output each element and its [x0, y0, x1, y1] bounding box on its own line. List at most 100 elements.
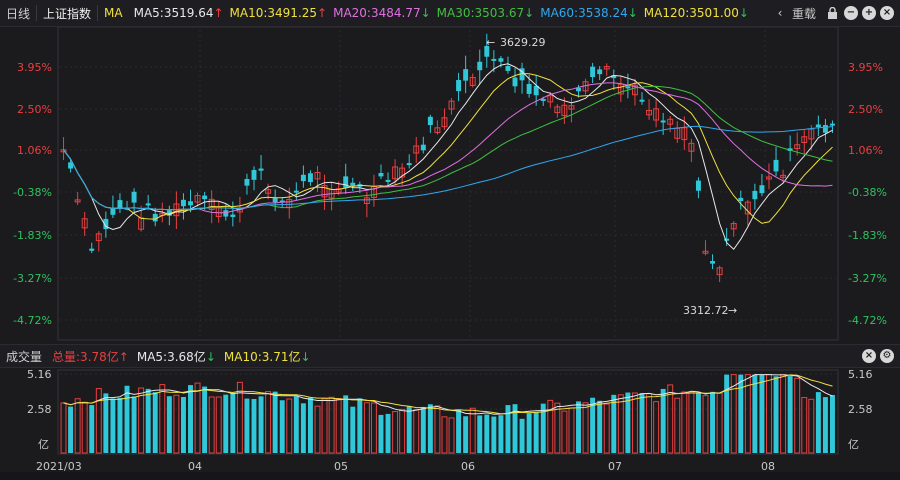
volume-bar	[830, 395, 835, 453]
candle-body	[180, 199, 186, 207]
period-tab[interactable]: 日线	[6, 6, 31, 21]
volume-axis-mid-left: 2.58	[27, 403, 52, 416]
ma5-readout: MA5:3519.64↑	[131, 6, 227, 20]
volume-bar	[561, 410, 568, 454]
ma20-readout: MA20:3484.77↓	[330, 6, 434, 20]
candle-body	[730, 223, 737, 230]
volume-chart[interactable]: 5.16 2.58 亿 5.16 2.58 亿 2021/03 04 05 06…	[0, 367, 900, 472]
ma5-value: MA5:3519.64	[133, 6, 214, 20]
ma60-value: MA60:3538.24	[540, 6, 628, 20]
volume-axis-unit-left: 亿	[38, 438, 49, 451]
divider	[36, 5, 38, 21]
volume-bar	[68, 406, 74, 453]
plus-icon[interactable]: +	[862, 6, 876, 20]
volume-bar	[251, 398, 257, 453]
minus-icon[interactable]: −	[844, 6, 858, 20]
volume-bar	[314, 405, 321, 454]
ma10-trend-icon: ↑	[317, 6, 328, 20]
candle-body	[145, 203, 151, 206]
volume-bar	[286, 398, 293, 454]
volume-title[interactable]: 成交量	[6, 349, 43, 364]
volume-axis-max-left: 5.16	[27, 368, 52, 381]
candle-body	[625, 86, 631, 89]
price-axis-label-right: 1.06%	[848, 144, 883, 157]
price-axis-label-left: -1.83%	[13, 229, 52, 242]
volume-bar	[152, 392, 158, 453]
ma-line	[63, 72, 833, 224]
volume-bar	[646, 393, 653, 454]
candle-body	[830, 123, 835, 126]
candle-body	[202, 195, 208, 200]
volume-bar	[124, 385, 130, 453]
divider	[97, 5, 99, 21]
volume-bar	[89, 405, 95, 453]
volume-bar	[484, 414, 490, 453]
candle-body	[766, 176, 772, 180]
date-label-aug: 08	[761, 460, 775, 472]
volume-bar	[519, 418, 525, 453]
volume-bar	[385, 413, 391, 453]
candle-body	[230, 214, 236, 217]
reload-button[interactable]: 重载	[791, 6, 816, 21]
candle-body	[590, 66, 596, 78]
volume-bar	[463, 416, 469, 453]
price-axis-label-left: 2.50%	[17, 103, 52, 116]
candle-body	[314, 172, 321, 180]
volume-bar	[363, 402, 370, 454]
lock-icon[interactable]	[824, 5, 840, 21]
candle-body	[759, 185, 765, 194]
settings-icon[interactable]: ⚙	[880, 349, 894, 363]
candle-body	[611, 75, 617, 79]
volume-bar	[81, 401, 88, 454]
volume-bar	[759, 374, 765, 453]
candles	[60, 33, 835, 283]
ma30-value: MA30:3503.67	[436, 6, 525, 20]
volume-bar	[625, 392, 631, 453]
candle-body	[272, 198, 278, 203]
volume-bar	[582, 402, 589, 454]
candle-body	[491, 58, 497, 61]
chart-grid	[57, 27, 839, 341]
volume-bar	[695, 392, 701, 453]
candle-body	[808, 128, 815, 140]
volume-bar	[639, 393, 645, 453]
volume-bar	[724, 374, 730, 453]
volume-bar	[787, 376, 793, 453]
volume-bar	[434, 405, 441, 454]
volume-bars	[60, 374, 835, 454]
candle-body	[724, 238, 730, 241]
close-icon[interactable]: ×	[880, 6, 894, 20]
volume-bar	[60, 402, 67, 454]
candle-body	[420, 144, 426, 151]
volume-bar	[215, 396, 222, 454]
volume-bar	[413, 408, 420, 454]
candlestick-chart[interactable]: 3.95%2.50%1.06%-0.38%-1.83%-3.27%-4.72% …	[0, 27, 900, 344]
volume-bar	[631, 392, 638, 454]
volume-bar	[236, 381, 243, 454]
index-name[interactable]: 上证指数	[43, 6, 92, 21]
volume-axis-max-right: 5.16	[848, 368, 873, 381]
date-label-mar: 2021/03	[36, 460, 82, 472]
volume-bar	[159, 384, 166, 454]
volume-bar	[392, 411, 399, 454]
candle-body	[695, 180, 701, 191]
candle-body	[406, 163, 412, 166]
volume-ma5-value: MA5:3.68亿	[136, 349, 206, 364]
candle-body	[413, 145, 420, 154]
volume-bar	[145, 388, 151, 453]
candle-body	[639, 99, 645, 102]
volume-total-trend-icon: ↑	[118, 349, 129, 364]
candle-body	[378, 173, 384, 177]
indicator-selector[interactable]: MA	[104, 6, 123, 20]
volume-total-value: 总量:3.78亿	[52, 349, 119, 364]
price-axis-label-right: 3.95%	[848, 61, 883, 74]
price-axis-label-left: 3.95%	[17, 61, 52, 74]
volume-bar	[794, 377, 801, 454]
volume-ma5-trend-icon: ↓	[205, 349, 216, 364]
candle-body	[688, 142, 695, 152]
candle-body	[103, 218, 109, 230]
volume-bar	[188, 385, 193, 453]
chevron-left-icon[interactable]: ‹	[777, 6, 783, 20]
ma10-readout: MA10:3491.25↑	[227, 6, 331, 20]
close-icon[interactable]: ×	[862, 349, 876, 363]
